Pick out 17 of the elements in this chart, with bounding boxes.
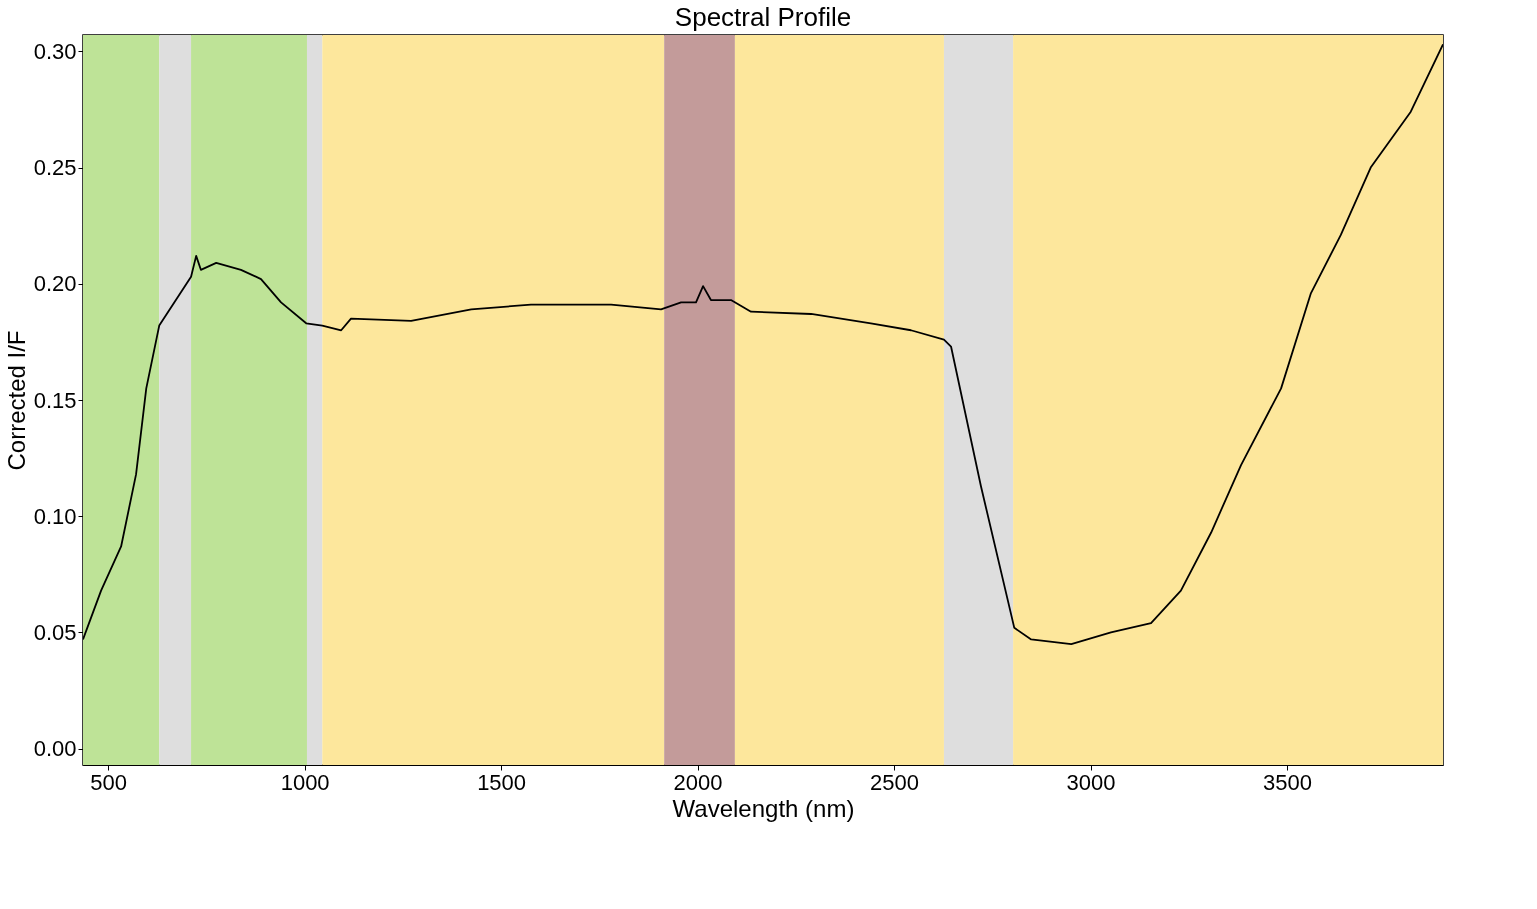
x-tick-label: 1000: [280, 769, 330, 795]
chart-title: Spectral Profile: [674, 2, 852, 32]
y-tick-label: 0.05: [33, 619, 77, 645]
x-tick-label: 500: [90, 769, 128, 795]
y-tick-label: 0.00: [33, 736, 77, 762]
y-tick-label: 0.10: [33, 503, 77, 529]
x-axis-title: Wavelength (nm): [672, 794, 855, 822]
x-tick-label: 1500: [477, 769, 527, 795]
y-axis-title: Corrected I/F: [2, 330, 30, 471]
x-tick-label: 3000: [1066, 769, 1116, 795]
y-tick-label: 0.30: [33, 38, 77, 64]
x-tick-label: 2500: [870, 769, 920, 795]
y-tick-label: 0.20: [33, 271, 77, 297]
y-tick-label: 0.25: [33, 155, 77, 181]
y-tick-label: 0.15: [33, 387, 77, 413]
x-tick-label: 3500: [1263, 769, 1312, 795]
x-tick-label: 2000: [673, 769, 723, 795]
